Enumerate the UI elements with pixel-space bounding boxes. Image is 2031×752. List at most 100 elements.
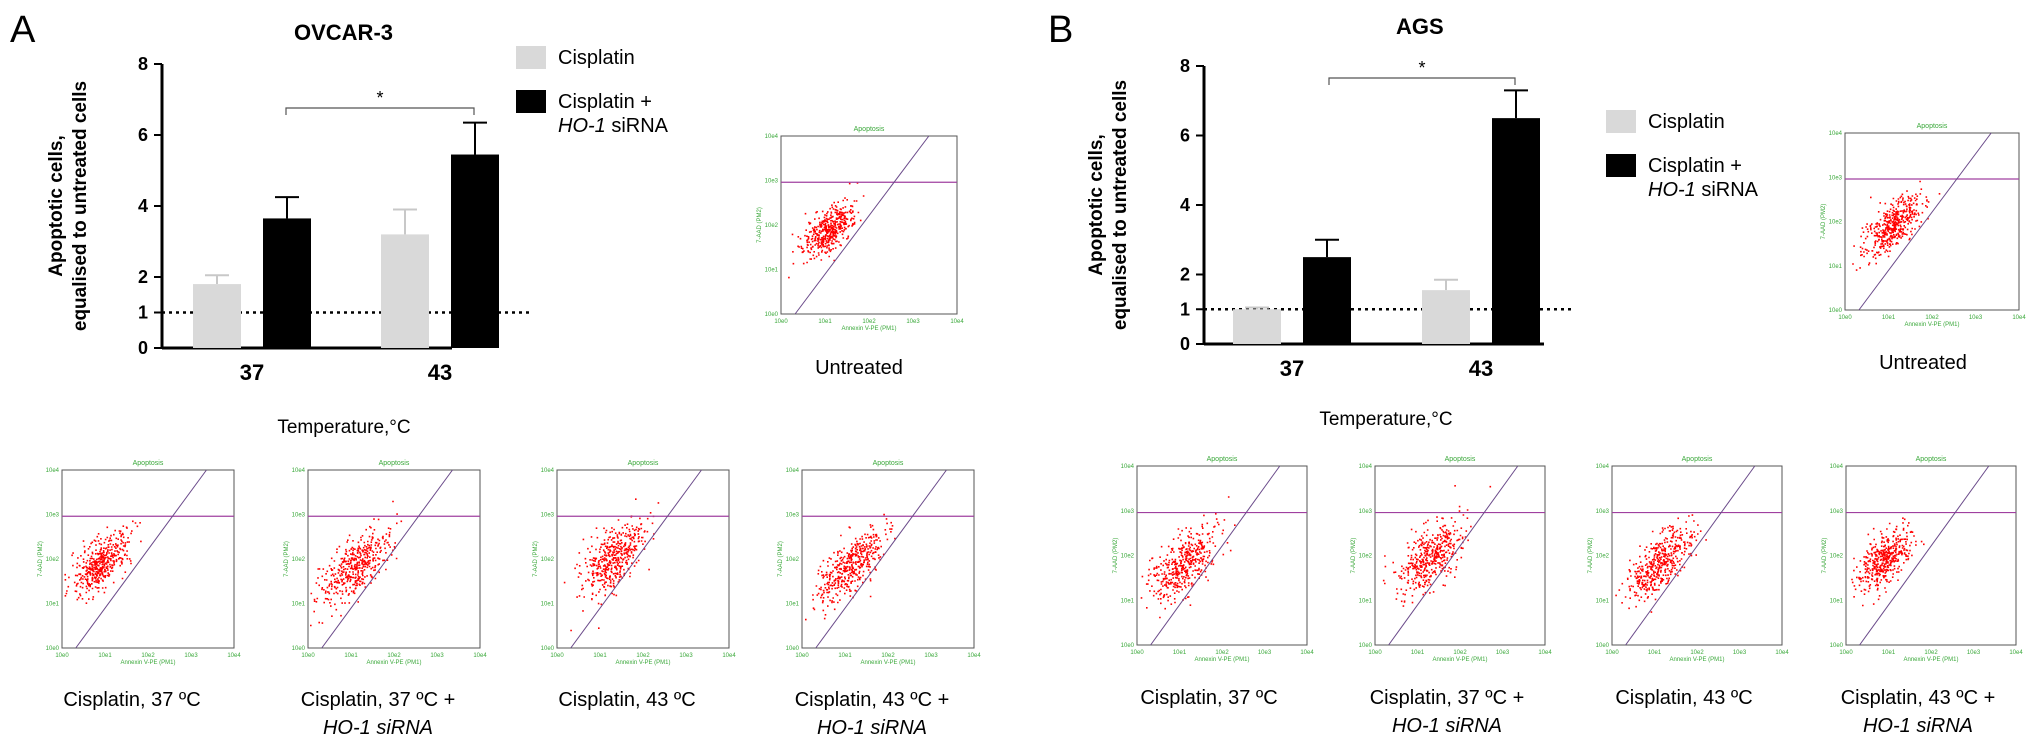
flow-plot-frame	[780, 135, 958, 315]
flow-y-tick: 10e2	[1121, 554, 1135, 560]
flow-plot-frame	[801, 469, 975, 649]
flow-x-tick: 10e4	[2012, 315, 2026, 321]
flow-caption-3: Cisplatin, 43 ºC	[1615, 687, 1752, 709]
flow-x-tick: 10e3	[430, 653, 444, 659]
flow-y-tick: 10e0	[292, 646, 306, 652]
flow-y-tick: 10e4	[1359, 464, 1373, 470]
y-tick-label: 2	[1180, 265, 1190, 285]
y-axis-label-line2: equalised to untreated cells	[70, 81, 91, 331]
flow-x-tick: 10e1	[344, 653, 358, 659]
flow-y-tick: 10e4	[46, 468, 60, 474]
flow-diagonal-line	[570, 469, 702, 649]
bar	[1492, 118, 1540, 344]
untreated-caption-b: Untreated	[1879, 352, 1967, 374]
flow-y-tick: 10e4	[1830, 464, 1844, 470]
flow-y-tick: 10e0	[765, 312, 779, 318]
y-tick-label: 0	[138, 338, 148, 358]
significance-bracket	[285, 107, 475, 115]
y-axis-label-line1: Apoptotic cells,	[1086, 134, 1107, 275]
panel-a: A OVCAR-3 0 1 2 4 6 8 Apoptotic cells, equalise…	[10, 9, 981, 739]
flow-x-tick: 10e4	[722, 653, 736, 659]
x-tick-label: 37	[1280, 356, 1304, 381]
flow-y-tick: 10e3	[292, 513, 306, 519]
flow-plot-title: Apoptosis	[854, 126, 885, 133]
flow-plot-title: Apoptosis	[1207, 456, 1238, 463]
flow-y-label: 7-AAD (PM2)	[533, 541, 539, 577]
flow-y-tick: 10e3	[1121, 509, 1135, 515]
flow-x-tick: 10e0	[1368, 650, 1382, 656]
bar	[1422, 290, 1470, 344]
flow-x-tick: 10e4	[967, 653, 981, 659]
flow-x-tick: 10e1	[98, 653, 112, 659]
flow-plot-title: Apoptosis	[1916, 456, 1947, 463]
y-tick-label: 6	[1180, 126, 1190, 146]
significance-bracket	[1328, 77, 1516, 85]
flow-y-tick: 10e1	[1121, 598, 1135, 604]
flow-plot-dots	[1382, 485, 1492, 607]
flow-y-tick: 10e0	[541, 646, 555, 652]
flow-plot-title: Apoptosis	[1917, 123, 1948, 130]
flow-plot-frame	[307, 469, 481, 649]
flow-caption-4: Cisplatin, 43 ºC + HO-1 siRNA	[1841, 687, 1996, 737]
flow-x-tick: 10e1	[818, 319, 832, 325]
flow-x-tick: 10e2	[1690, 650, 1704, 656]
flow-x-tick: 10e4	[1775, 650, 1789, 656]
flow-x-tick: 10e1	[1411, 650, 1425, 656]
flow-y-label: 7-AAD (PM2)	[1821, 204, 1827, 240]
flow-diagonal-line	[815, 469, 947, 649]
flow-y-tick: 10e2	[1359, 554, 1373, 560]
bar-chart-a: 0 1 2 4 6 8 Apoptotic cells, equalised to untre…	[46, 46, 669, 385]
flow-x-tick: 10e0	[1605, 650, 1619, 656]
x-tick-label: 43	[1469, 356, 1493, 381]
bar	[1303, 257, 1351, 344]
flow-x-tick: 10e2	[141, 653, 155, 659]
flow-x-tick: 10e3	[906, 319, 920, 325]
bar	[193, 284, 241, 348]
flow-y-tick: 10e4	[1829, 131, 1843, 137]
flow-caption-2: Cisplatin, 37 ºC + HO-1 siRNA	[301, 689, 456, 739]
flow-plot-dots	[1852, 180, 1941, 271]
flow-plot-title: Apoptosis	[628, 460, 659, 467]
flow-plot-frame	[61, 469, 235, 649]
flow-x-tick: 10e2	[1453, 650, 1467, 656]
flow-y-tick: 10e3	[1359, 509, 1373, 515]
flow-y-label: 7-AAD (PM2)	[1822, 538, 1828, 574]
flow-x-tick: 10e1	[1173, 650, 1187, 656]
flow-plot-dots	[1851, 517, 1925, 607]
untreated-caption-a: Untreated	[815, 357, 903, 379]
legend-label-line2: HO-1 siRNA	[1648, 179, 1759, 201]
flow-x-tick: 10e4	[227, 653, 241, 659]
panel-b: B AGS 0 1 2 4 6 8 Apoptotic cells, equalised to…	[1048, 9, 2026, 737]
significance-star: *	[1418, 58, 1425, 78]
flow-caption-line2: HO-1 siRNA	[1392, 715, 1502, 737]
flow-y-tick: 10e1	[786, 602, 800, 608]
flow-plot-frame	[1844, 132, 2020, 311]
flow-x-tick: 10e0	[55, 653, 69, 659]
flow-y-tick: 10e1	[1359, 598, 1373, 604]
y-tick-label: 1	[138, 303, 148, 323]
significance-star: *	[376, 88, 383, 108]
flow-x-tick: 10e2	[862, 319, 876, 325]
flow-y-tick: 10e0	[786, 646, 800, 652]
bar	[1233, 309, 1281, 344]
flow-x-tick: 10e0	[550, 653, 564, 659]
legend-label-rest: siRNA	[606, 115, 669, 137]
flow-plot-dots	[805, 513, 896, 621]
flow-y-label: 7-AAD (PM2)	[1351, 538, 1357, 574]
chart-title-b: AGS	[1396, 14, 1444, 39]
flow-x-tick: 10e0	[1838, 315, 1852, 321]
flow-x-tick: 10e2	[881, 653, 895, 659]
legend-label-italic: HO-1	[1648, 179, 1696, 201]
flow-caption-line1: Cisplatin, 37 ºC	[63, 689, 200, 711]
flow-plot-dots	[64, 520, 142, 604]
flow-x-label: Annexin V-PE (PM1)	[1194, 657, 1249, 663]
flow-caption-1: Cisplatin, 37 ºC	[63, 689, 200, 711]
